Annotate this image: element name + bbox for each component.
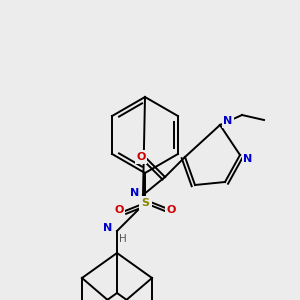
- Text: N: N: [224, 116, 232, 126]
- Text: H: H: [119, 234, 127, 244]
- Text: N: N: [130, 188, 140, 198]
- Text: N: N: [243, 154, 253, 164]
- Text: O: O: [136, 152, 146, 162]
- Text: S: S: [141, 198, 149, 208]
- Text: N: N: [103, 223, 112, 233]
- Text: H: H: [143, 200, 151, 210]
- Text: O: O: [114, 205, 124, 215]
- Text: O: O: [166, 205, 176, 215]
